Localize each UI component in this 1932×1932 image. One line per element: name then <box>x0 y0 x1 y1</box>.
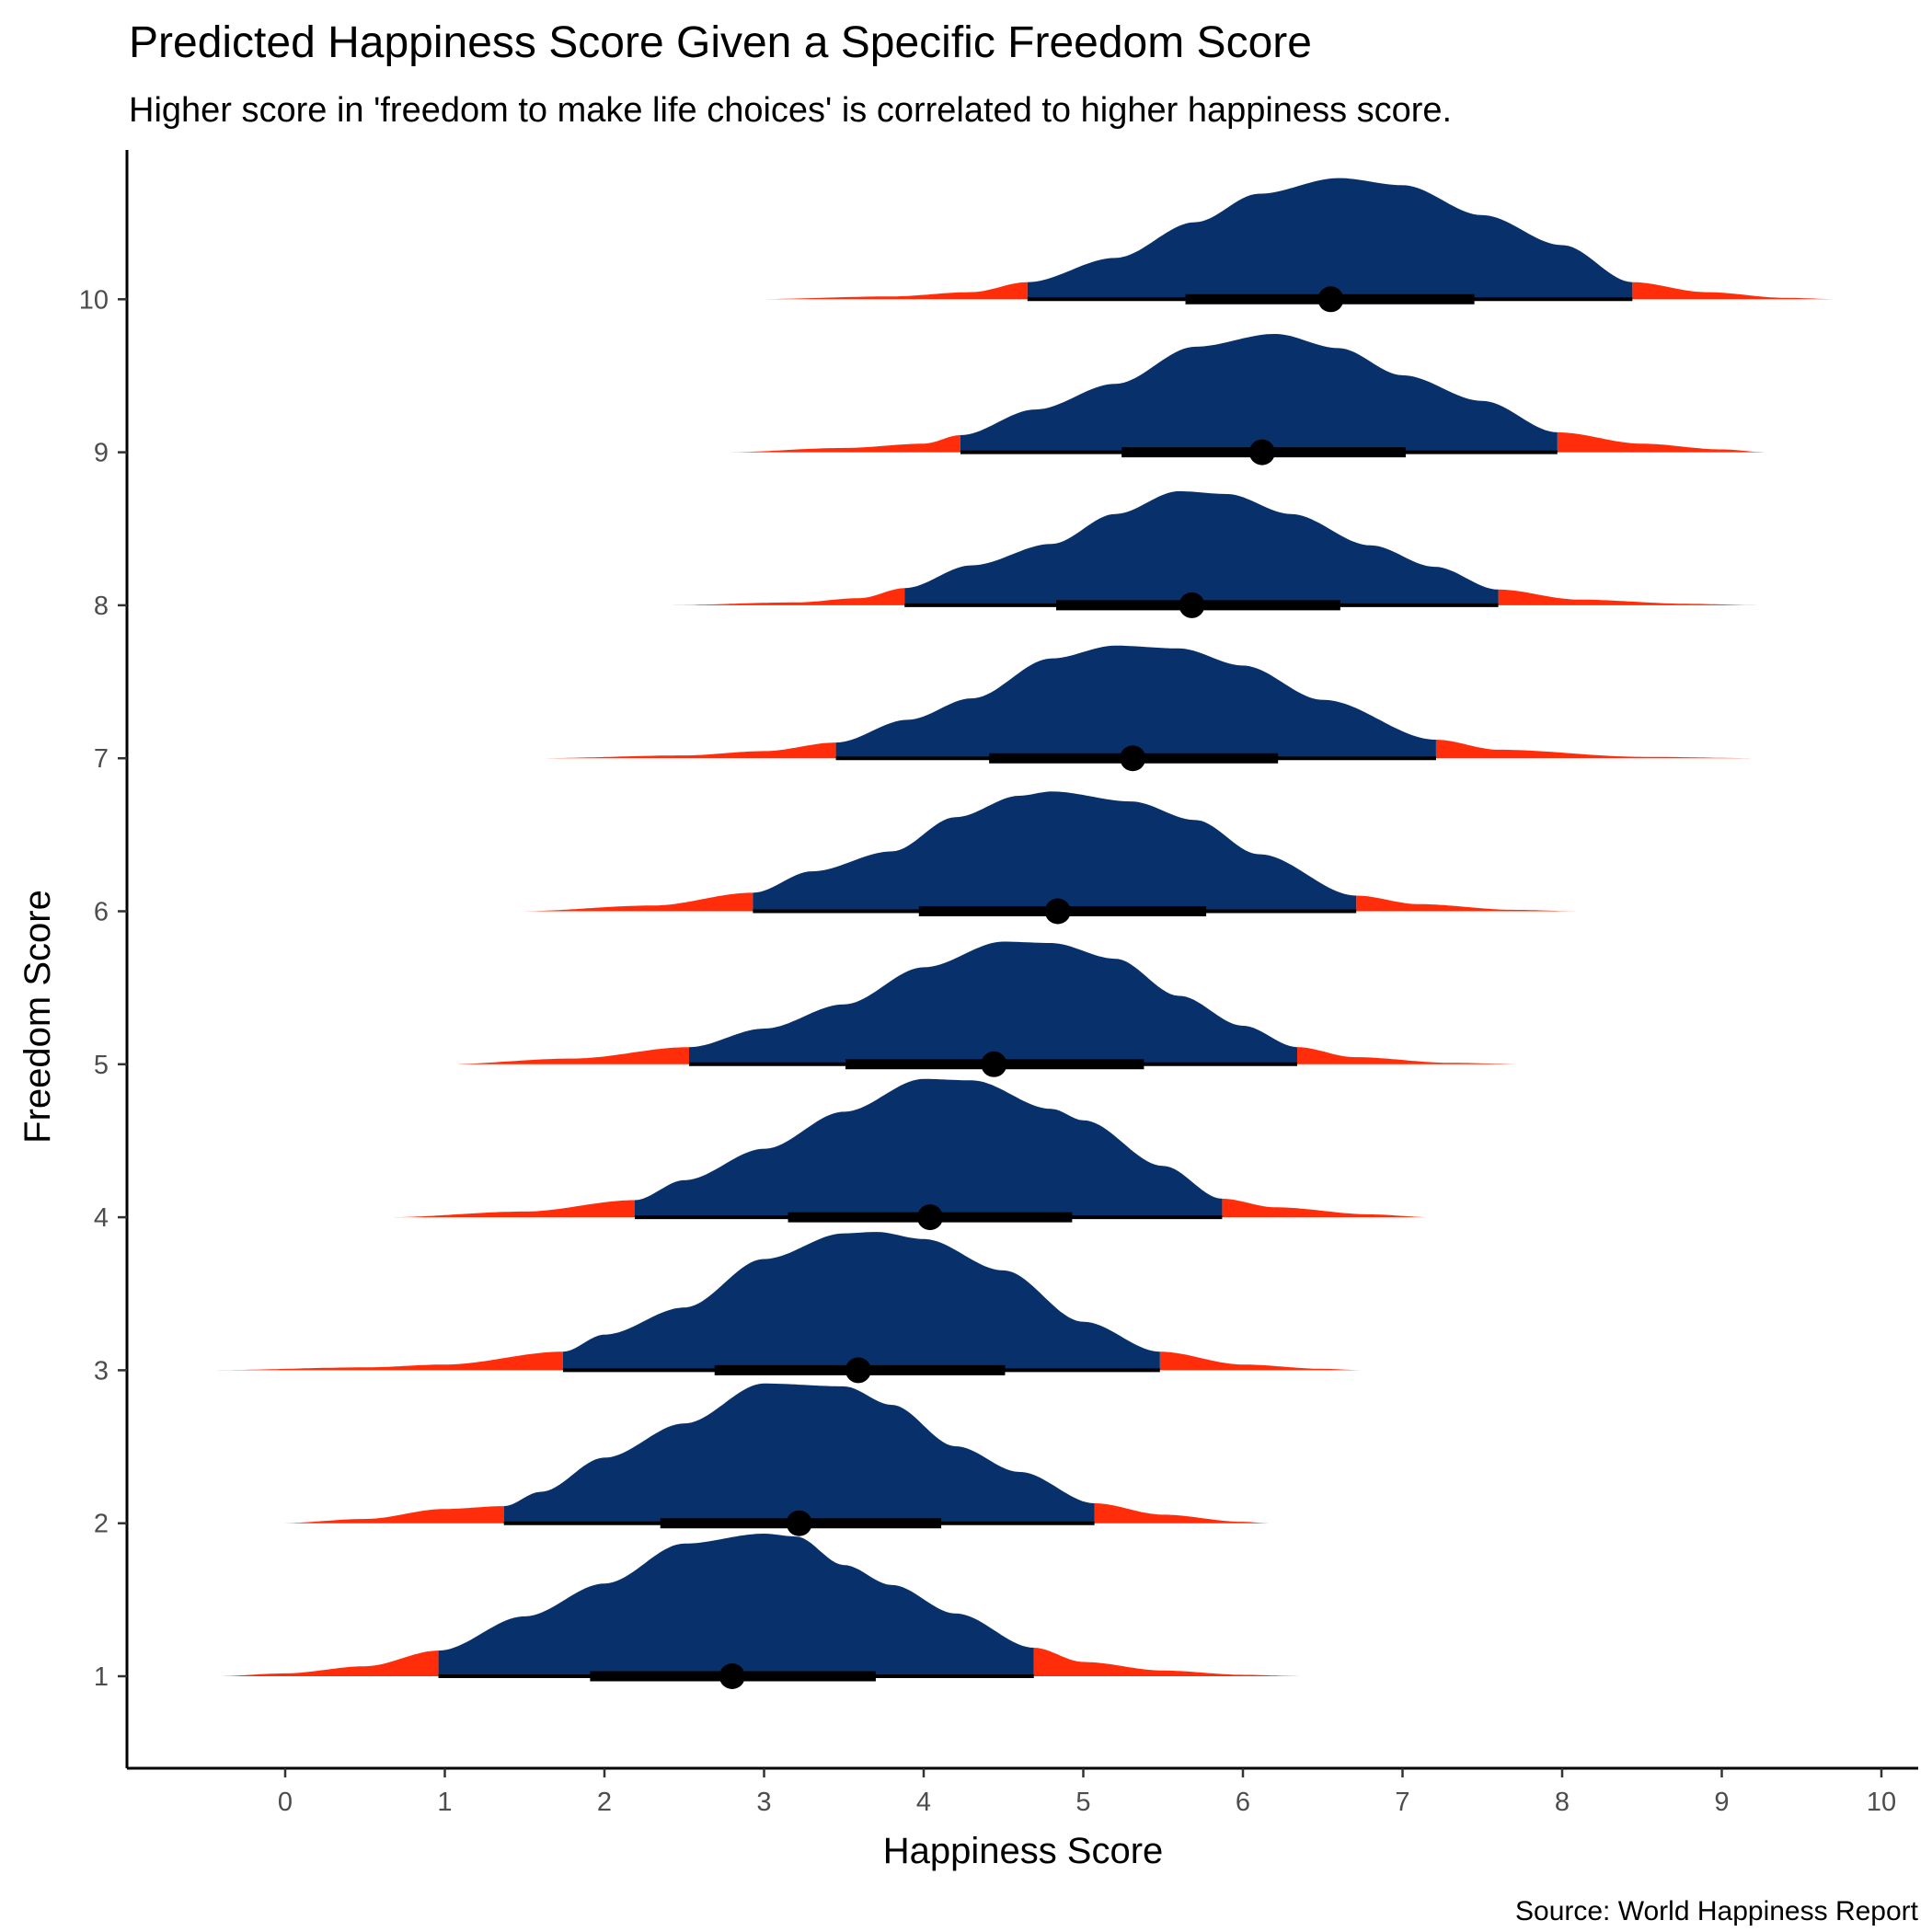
median-point <box>1120 745 1146 772</box>
x-tick-label: 4 <box>916 1788 931 1817</box>
tail-left-area <box>208 1351 563 1371</box>
tail-right-area <box>1033 1648 1304 1676</box>
ridge-freedom-8 <box>663 490 1762 618</box>
ridge-freedom-1 <box>216 1534 1304 1689</box>
median-point <box>1317 286 1344 313</box>
source-caption: Source: World Happiness Report <box>1515 1896 1919 1926</box>
median-point <box>719 1663 745 1689</box>
interval-95-area <box>904 490 1499 605</box>
tail-right-area <box>1498 589 1762 605</box>
interval-95-area <box>835 645 1436 759</box>
tail-left-area <box>280 1506 504 1524</box>
y-tick-label: 4 <box>94 1203 109 1233</box>
median-point <box>845 1357 871 1384</box>
median-point <box>786 1510 812 1536</box>
tail-left-area <box>388 1200 635 1218</box>
interval-95-area <box>562 1232 1160 1371</box>
tail-right-area <box>1557 431 1767 453</box>
ridge-freedom-7 <box>537 645 1764 772</box>
ridge-freedom-5 <box>444 941 1527 1077</box>
median-point <box>1248 439 1275 466</box>
x-tick-label: 10 <box>1867 1788 1896 1817</box>
interval-95-area <box>753 791 1357 912</box>
y-tick-label: 7 <box>94 744 109 774</box>
interval-95-area <box>438 1534 1034 1676</box>
ridge-freedom-10 <box>749 178 1842 313</box>
x-tick-label: 7 <box>1395 1788 1409 1817</box>
median-point <box>1179 592 1205 618</box>
x-tick-label: 5 <box>1075 1788 1090 1817</box>
tail-right-area <box>1297 1047 1527 1064</box>
interval-95-area <box>1027 178 1633 300</box>
tail-left-area <box>537 742 836 759</box>
ridge-freedom-3 <box>208 1232 1364 1384</box>
ridge-freedom-6 <box>520 791 1581 925</box>
y-tick-label: 1 <box>94 1662 109 1692</box>
tail-left-area <box>216 1650 439 1676</box>
x-tick-label: 9 <box>1714 1788 1729 1817</box>
ridge-freedom-4 <box>388 1078 1432 1231</box>
ridge-freedom-9 <box>725 334 1767 466</box>
median-point <box>916 1204 943 1231</box>
tail-right-area <box>1159 1351 1364 1371</box>
tail-left-area <box>520 892 753 912</box>
x-tick-label: 2 <box>597 1788 612 1817</box>
y-tick-label: 5 <box>94 1051 109 1080</box>
y-tick-label: 8 <box>94 592 109 621</box>
tail-right-area <box>1222 1198 1432 1218</box>
x-tick-label: 3 <box>756 1788 771 1817</box>
y-tick-label: 2 <box>94 1510 109 1539</box>
tail-left-area <box>749 282 1028 300</box>
x-axis-title: Happiness Score <box>883 1831 1164 1871</box>
interval-95-area <box>503 1383 1095 1524</box>
tail-left-area <box>725 435 960 453</box>
x-tick-label: 8 <box>1555 1788 1570 1817</box>
axes-layer: 0 1 2 3 4 5 6 7 8 9 10 1 2 3 4 5 6 7 8 9 10 <box>79 150 1918 1817</box>
tail-left-area <box>444 1047 689 1064</box>
chart-title: Predicted Happiness Score Given a Specif… <box>129 18 1312 67</box>
y-tick-label: 3 <box>94 1356 109 1386</box>
median-point <box>981 1051 1007 1077</box>
interval-95-area <box>689 941 1297 1064</box>
y-axis-title: Freedom Score <box>17 890 58 1144</box>
tail-right-area <box>1356 895 1581 912</box>
tail-right-area <box>1435 740 1764 759</box>
ridge-freedom-2 <box>280 1383 1271 1536</box>
y-tick-label: 9 <box>94 439 109 468</box>
y-tick-label: 6 <box>94 898 109 927</box>
tail-left-area <box>663 588 905 605</box>
median-point <box>1044 898 1071 925</box>
tail-right-area <box>1632 282 1842 300</box>
y-tick-label: 10 <box>79 285 109 315</box>
chart-subtitle: Higher score in 'freedom to make life ch… <box>129 91 1452 130</box>
interval-95-area <box>635 1078 1223 1218</box>
x-tick-label: 1 <box>437 1788 452 1817</box>
tail-right-area <box>1094 1503 1271 1524</box>
x-tick-label: 0 <box>278 1788 293 1817</box>
x-tick-label: 6 <box>1236 1788 1250 1817</box>
interval-95-area <box>960 334 1558 453</box>
ridges-layer <box>208 178 1842 1689</box>
